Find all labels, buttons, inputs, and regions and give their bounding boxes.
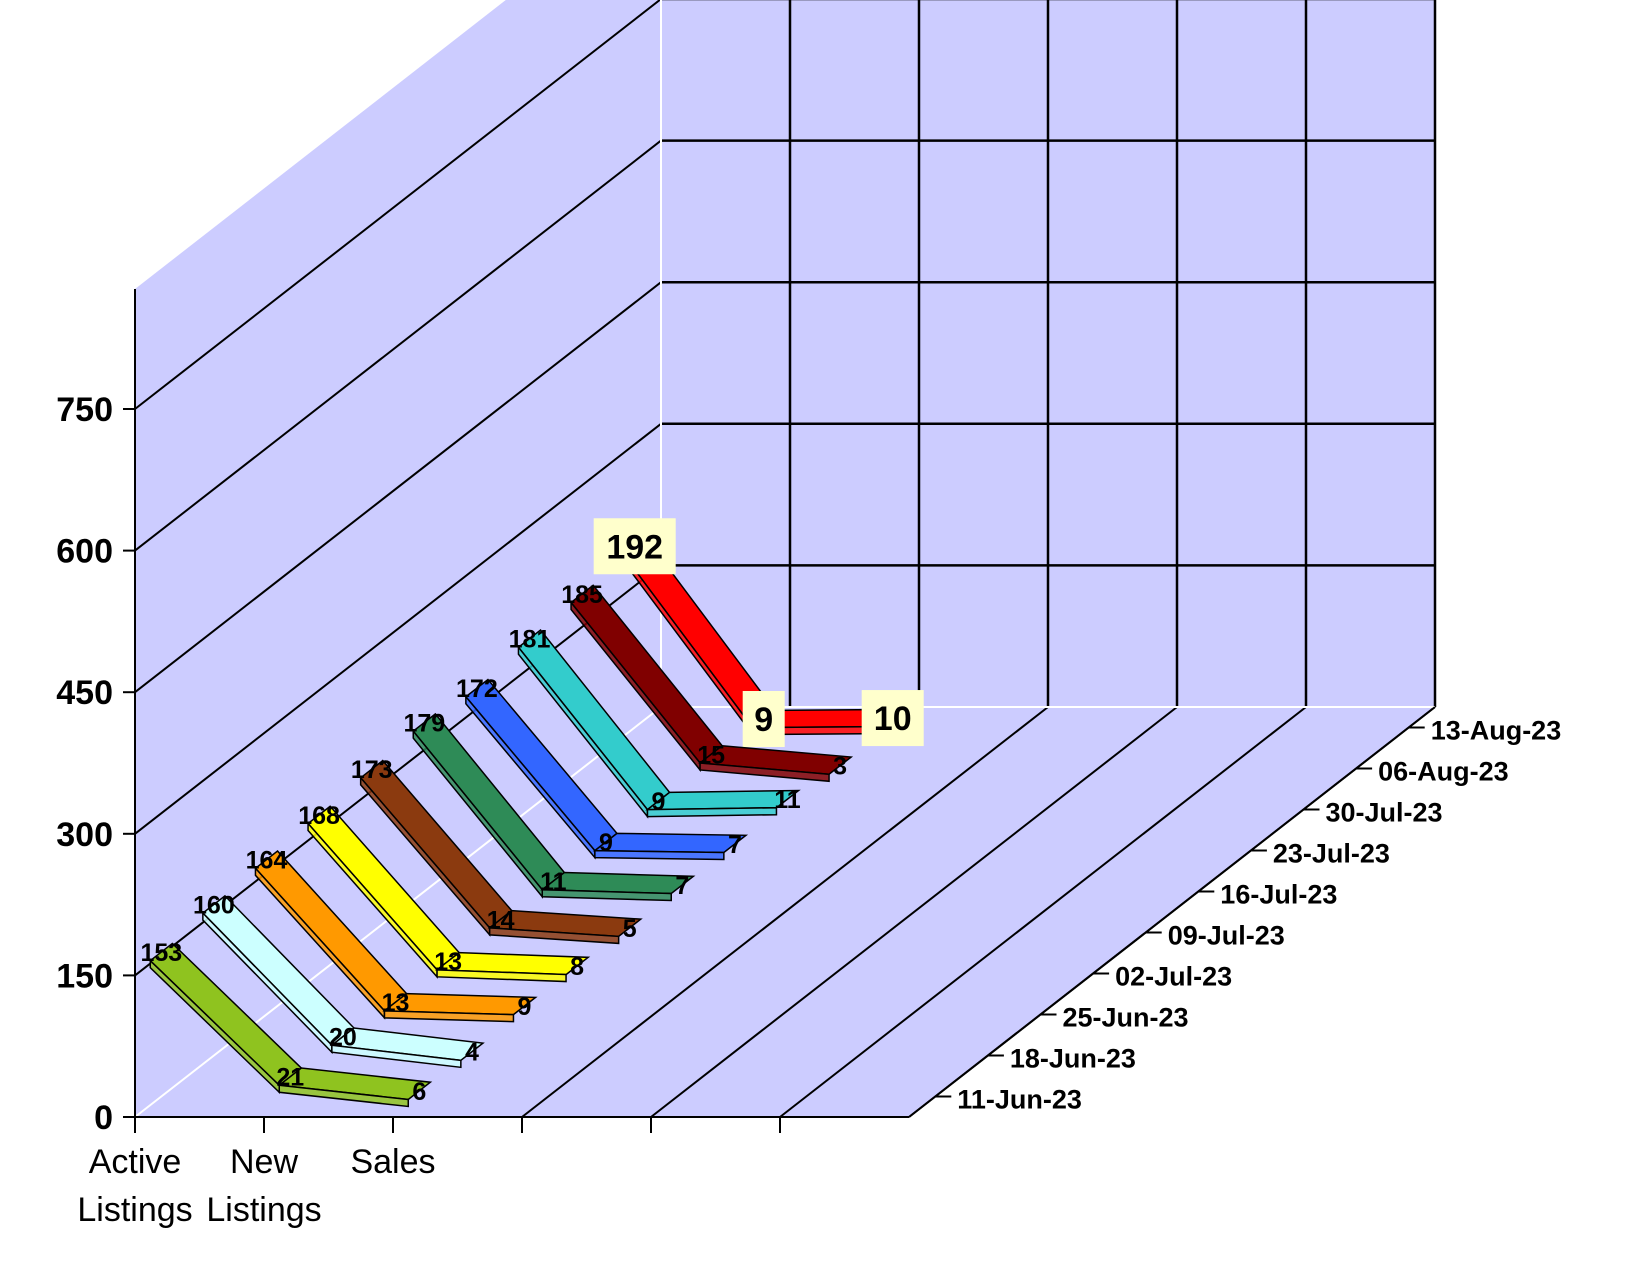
data-label: 5 bbox=[623, 915, 637, 943]
series-09-Jul-23: 173 14 5 bbox=[351, 756, 643, 945]
series-ribbon-face bbox=[699, 762, 830, 783]
series-ribbon-face bbox=[541, 888, 673, 902]
series-ribbon-face bbox=[436, 969, 567, 983]
series-ribbon-face bbox=[646, 806, 778, 818]
y-tick-label: 750 bbox=[56, 391, 113, 429]
data-label: 14 bbox=[487, 906, 515, 934]
data-label: 11 bbox=[540, 868, 567, 896]
z-tick-label: 06-Aug-23 bbox=[1378, 757, 1509, 787]
series-ribbon-face bbox=[594, 849, 725, 861]
data-label: 10 bbox=[874, 700, 912, 738]
wall-gridline bbox=[134, 139, 662, 552]
data-label: 192 bbox=[606, 528, 663, 566]
series-23-Jul-23: 172 9 7 bbox=[456, 675, 749, 861]
x-tick-label: Active Listings bbox=[77, 1143, 192, 1229]
z-tick-label: 02-Jul-23 bbox=[1115, 962, 1232, 992]
series-ribbon-face bbox=[488, 927, 620, 945]
z-tick-label: 23-Jul-23 bbox=[1273, 839, 1390, 869]
series-11-Jun-23: 153 21 6 bbox=[140, 939, 433, 1108]
gridlines bbox=[123, 0, 1437, 1133]
data-label: 8 bbox=[570, 953, 584, 981]
x-tick-label: New Listings bbox=[206, 1143, 321, 1229]
data-label-box bbox=[593, 518, 676, 575]
data-label: 7 bbox=[675, 872, 689, 900]
series-13-Aug-23: 192 9 10 bbox=[593, 518, 924, 748]
z-tick-label: 30-Jul-23 bbox=[1326, 798, 1443, 828]
data-label: 15 bbox=[697, 741, 725, 769]
data-label: 13 bbox=[382, 989, 410, 1017]
data-label-box bbox=[861, 690, 924, 747]
data-label: 9 bbox=[652, 788, 666, 816]
y-tick-label: 150 bbox=[56, 957, 113, 995]
series-ribbon-top bbox=[592, 832, 749, 854]
data-label: 153 bbox=[140, 939, 182, 967]
y-tick-label: 450 bbox=[56, 674, 113, 712]
z-tick-label: 25-Jun-23 bbox=[1063, 1003, 1189, 1033]
series-30-Jul-23: 181 9 11 bbox=[509, 626, 801, 819]
series-06-Aug-23: 185 15 3 bbox=[561, 581, 854, 783]
data-label: 3 bbox=[833, 753, 847, 781]
y-tick-label: 0 bbox=[94, 1099, 113, 1137]
floor-gridline bbox=[521, 706, 1049, 1118]
floor-gridline bbox=[779, 706, 1307, 1118]
data-label: 9 bbox=[518, 993, 532, 1021]
data-label: 185 bbox=[561, 581, 603, 609]
z-tick-label: 18-Jun-23 bbox=[1010, 1044, 1136, 1074]
data-label: 179 bbox=[403, 710, 445, 738]
data-label: 9 bbox=[599, 829, 613, 857]
wall-gridline bbox=[134, 0, 662, 410]
z-axis bbox=[908, 706, 1436, 1118]
floor-gridline bbox=[650, 706, 1178, 1118]
data-label: 173 bbox=[351, 756, 393, 784]
series-16-Jul-23: 179 11 7 bbox=[403, 710, 696, 902]
data-label: 6 bbox=[412, 1078, 426, 1106]
series-ribbon-face bbox=[383, 1010, 515, 1023]
y-tick-label: 600 bbox=[56, 533, 113, 571]
z-tick-label: 09-Jul-23 bbox=[1168, 921, 1285, 951]
data-label: 181 bbox=[509, 626, 551, 654]
data-label: 21 bbox=[276, 1064, 304, 1092]
series-02-Jul-23: 168 13 8 bbox=[298, 802, 591, 983]
series-18-Jun-23: 160 20 4 bbox=[193, 891, 485, 1069]
z-tick-label: 11-Jun-23 bbox=[957, 1085, 1082, 1115]
left-wall bbox=[135, 0, 661, 1117]
data-label: 160 bbox=[193, 891, 235, 919]
x-tick-label: Sales bbox=[350, 1143, 435, 1181]
data-label: 7 bbox=[728, 831, 742, 859]
z-tick-label: 13-Aug-23 bbox=[1431, 716, 1562, 746]
data-label: 168 bbox=[298, 802, 340, 830]
data-label: 13 bbox=[434, 948, 462, 976]
data-label: 4 bbox=[465, 1039, 479, 1067]
data-label: 172 bbox=[456, 675, 498, 703]
data-label: 20 bbox=[329, 1024, 357, 1052]
series-ribbon-face bbox=[331, 1044, 462, 1069]
wall-gridline bbox=[134, 281, 662, 693]
series-ribbon-face bbox=[278, 1084, 410, 1108]
data-label-box bbox=[742, 691, 785, 748]
wall-gridline bbox=[134, 423, 662, 835]
data-label: 164 bbox=[246, 847, 288, 875]
series-25-Jun-23: 164 13 9 bbox=[246, 847, 538, 1023]
data-label: 9 bbox=[754, 701, 773, 739]
data-label: 11 bbox=[774, 786, 801, 814]
z-tick-label: 16-Jul-23 bbox=[1220, 880, 1337, 910]
y-tick-label: 300 bbox=[56, 816, 113, 854]
